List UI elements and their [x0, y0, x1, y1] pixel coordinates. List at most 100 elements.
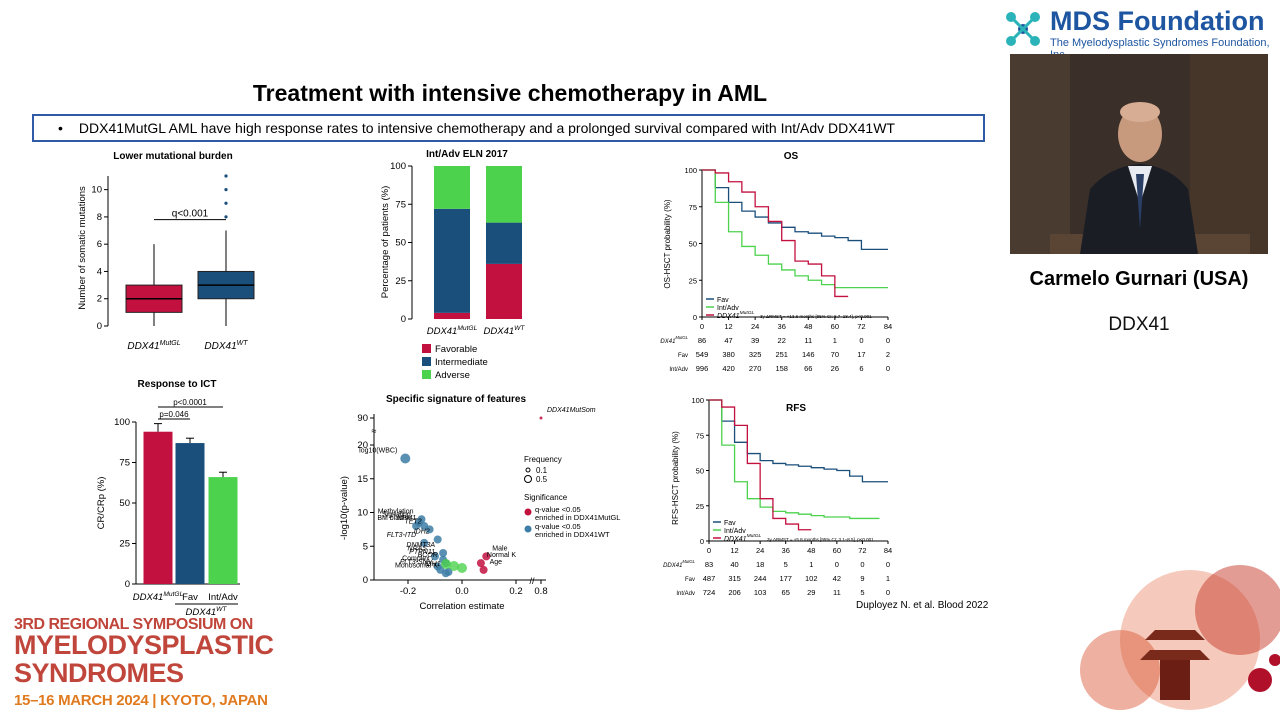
sig-point-label: Complex — [402, 556, 430, 563]
os-x-tick-label: 12 — [724, 322, 732, 331]
rfs-risk-value: 5 — [784, 560, 788, 569]
box-outlier — [224, 174, 228, 178]
os-risk-value: 146 — [802, 350, 815, 359]
sig-point-label: FLT3-ITD — [387, 532, 416, 539]
signature-chart-ylabel: -log10(p-value) — [339, 476, 350, 540]
speaker-topic: DDX41 — [1108, 314, 1170, 335]
sig-y-tick-label: 0 — [363, 575, 368, 586]
sig-legend-marker — [524, 525, 532, 533]
sig-point-label: DDX41MutSom — [547, 407, 596, 414]
eln-category-label: DDX41MutGL — [427, 325, 478, 337]
os-x-tick-label: 84 — [884, 322, 892, 331]
eln-y-tick-label: 50 — [395, 238, 406, 249]
sig-point-label: BM blasts — [377, 515, 408, 522]
event-title-line-1: 3RD REGIONAL SYMPOSIUM ON — [14, 616, 253, 633]
rfs-chart-title: RFS — [786, 403, 806, 414]
os-risk-value: 86 — [698, 336, 706, 345]
rfs-risk-value: 244 — [754, 574, 767, 583]
eln-bar-segment — [434, 208, 470, 313]
rfs-chart-ylabel: RFS-HSCT probability (%) — [671, 431, 680, 525]
box-chart-ylabel: Number of somatic mutations — [77, 186, 88, 310]
rfs-x-tick-label: 84 — [884, 546, 892, 555]
box-y-tick-label: 0 — [97, 321, 102, 332]
event-title-line-3: SYNDROMES — [14, 658, 184, 688]
ict-pvalue-2: p=0.046 — [159, 410, 189, 419]
key-finding-text: DDX41MutGL AML have high response rates … — [78, 120, 895, 136]
os-risk-value: 39 — [751, 336, 759, 345]
rfs-legend-label: Int/Adv — [724, 528, 746, 535]
sig-legend-frequency-label: 0.5 — [536, 475, 548, 484]
sig-point — [400, 453, 411, 464]
os-risk-value: 66 — [804, 364, 812, 373]
os-risk-value: 549 — [696, 350, 709, 359]
os-y-tick-label: 100 — [684, 166, 697, 175]
ict-chart-title: Response to ICT — [138, 379, 217, 390]
sig-point-label: Signaling — [382, 512, 411, 519]
rfs-risk-value: 102 — [805, 574, 818, 583]
os-y-tick-label: 0 — [693, 313, 697, 322]
sig-legend-marker — [524, 508, 532, 516]
box-outlier — [224, 215, 228, 219]
eln-legend-swatch — [422, 370, 431, 379]
slide-title: Treatment with intensive chemotherapy in… — [252, 80, 768, 106]
sig-point-label: log10(WBC) — [359, 448, 397, 455]
ict-y-tick-label: 75 — [119, 458, 130, 469]
rfs-y-tick-label: 100 — [691, 396, 704, 405]
os-legend-label: DDX41MutGL — [717, 310, 755, 320]
os-x-tick-label: 0 — [700, 322, 704, 331]
ict-category-label: Int/Adv — [208, 592, 238, 603]
sig-legend-label: q-value <0.05 — [535, 505, 581, 514]
event-title-line-2: MYELODYSPLASTIC — [14, 630, 274, 660]
speaker-video-feed — [1010, 54, 1268, 254]
sig-point-label: DNMT3A — [406, 542, 435, 549]
ict-bar — [208, 477, 238, 584]
rfs-y-tick-label: 0 — [700, 537, 704, 546]
ict-y-tick-label: 100 — [114, 417, 130, 428]
box-category-label: DDX41MutGL — [127, 340, 180, 352]
bullet-marker: • — [58, 120, 63, 136]
os-risk-value: 22 — [778, 336, 786, 345]
rfs-risk-value: 0 — [886, 560, 890, 569]
speaker-name: Carmelo Gurnari (USA) — [1029, 268, 1249, 290]
sig-point-label: TET2 — [404, 518, 421, 525]
sig-point-label: NRAS — [408, 545, 428, 552]
sig-point-label: Age — [490, 559, 503, 566]
rfs-x-tick-label: 0 — [707, 546, 711, 555]
sig-legend-size-marker — [524, 475, 532, 483]
os-y-tick-label: 25 — [689, 276, 697, 285]
sig-point-label: BCOR — [418, 552, 438, 559]
os-risk-value: 6 — [859, 364, 863, 373]
box-y-tick-label: 2 — [97, 294, 102, 305]
sig-point-label: Monosomal K — [395, 562, 438, 569]
sig-point — [433, 535, 442, 544]
os-x-tick-label: 24 — [751, 322, 759, 331]
mds-logo-icon — [1006, 12, 1040, 46]
rfs-risk-value: 1 — [809, 560, 813, 569]
ict-bar — [175, 443, 205, 584]
ict-y-tick-label: 25 — [119, 539, 130, 550]
box-significance-label: q<0.001 — [172, 209, 209, 220]
rfs-note: 3y ΔRMST = +5.8 months [95% CI: 3.1–8.5]… — [767, 537, 874, 542]
rfs-risk-value: 42 — [833, 574, 841, 583]
eln-stacked-bar-chart: Int/Adv ELN 2017 Percentage of patients … — [380, 149, 525, 381]
sig-point — [476, 559, 485, 568]
eln-y-tick-label: 0 — [401, 314, 406, 325]
sig-x-tick-label: 0.0 — [455, 586, 468, 597]
sig-point-label: Normal K — [487, 552, 517, 559]
sig-y-tick-label: 15 — [357, 474, 368, 485]
sig-y-tick-label: 20 — [357, 440, 368, 451]
eln-legend-label: Adverse — [435, 370, 470, 381]
box-y-tick-label: 8 — [97, 212, 102, 223]
sig-legend-frequency-label: 0.1 — [536, 466, 548, 475]
sig-point-label: Methylation — [378, 508, 414, 515]
os-note: 3y ΔRMST = +13.6 months [95% CI: 8.7–18.… — [760, 314, 872, 319]
sig-x-tick-label: 0.2 — [509, 586, 522, 597]
rfs-risk-value: 1 — [886, 574, 890, 583]
sig-legend-size-marker — [525, 467, 531, 473]
sig-legend-label: q-value <0.05 — [535, 522, 581, 531]
rfs-risk-value: 0 — [860, 560, 864, 569]
os-risk-value: 325 — [749, 350, 762, 359]
rfs-risk-label: DDX41MutGL — [663, 559, 696, 569]
